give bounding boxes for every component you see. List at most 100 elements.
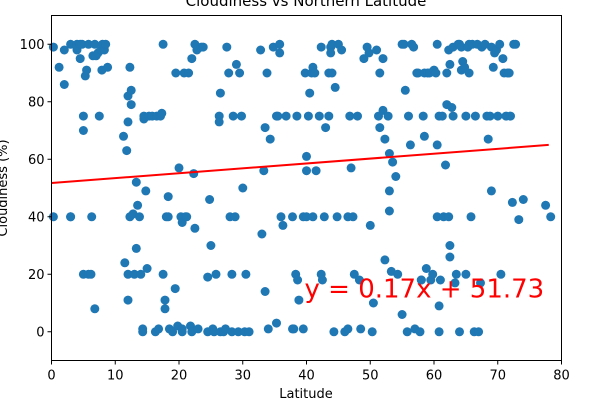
- data-point: [437, 111, 447, 121]
- data-point: [233, 327, 243, 337]
- data-point: [278, 220, 288, 230]
- data-point: [237, 111, 246, 121]
- x-tick-label: 70: [489, 369, 506, 384]
- data-point: [447, 103, 457, 112]
- data-point: [231, 59, 241, 69]
- data-point: [432, 212, 442, 222]
- data-point: [445, 59, 455, 69]
- data-point: [432, 140, 442, 150]
- data-point: [263, 324, 273, 334]
- data-point: [507, 197, 517, 207]
- data-point: [311, 166, 321, 176]
- data-point: [302, 151, 311, 161]
- data-point: [415, 327, 425, 337]
- data-point: [316, 42, 326, 52]
- data-point: [214, 117, 224, 127]
- data-point: [375, 123, 385, 133]
- data-point: [441, 160, 450, 170]
- data-point: [77, 39, 87, 49]
- data-point: [203, 272, 213, 282]
- data-point: [476, 278, 485, 288]
- regression-equation: y = 0.17x + 51.73: [305, 275, 545, 305]
- data-point: [90, 304, 100, 314]
- data-point: [317, 275, 327, 285]
- data-point: [434, 327, 444, 337]
- data-point: [206, 241, 216, 250]
- data-point: [326, 48, 336, 58]
- data-point: [135, 212, 144, 222]
- data-point: [138, 327, 148, 337]
- data-point: [131, 243, 141, 253]
- data-point: [393, 269, 403, 279]
- data-point: [302, 166, 311, 176]
- x-tick-label: 40: [298, 369, 315, 384]
- data-point: [428, 269, 438, 279]
- data-point: [327, 68, 337, 78]
- x-tick-label: 20: [171, 369, 188, 384]
- data-point: [123, 269, 133, 279]
- data-point: [292, 111, 302, 121]
- data-point: [281, 111, 291, 121]
- data-point: [136, 269, 146, 279]
- data-point: [451, 269, 461, 279]
- data-point: [103, 62, 113, 72]
- data-point: [444, 212, 454, 222]
- y-axis: 0 20 40 60 80 100: [20, 38, 52, 340]
- data-point: [84, 39, 93, 49]
- data-point: [123, 295, 133, 305]
- data-point: [262, 68, 272, 78]
- data-point: [126, 100, 136, 110]
- data-point: [142, 264, 152, 273]
- data-point: [343, 324, 353, 334]
- data-point: [289, 324, 299, 334]
- data-point: [302, 212, 311, 222]
- data-point: [119, 131, 128, 141]
- data-point: [319, 212, 329, 222]
- data-point: [275, 39, 285, 49]
- data-point: [66, 212, 76, 222]
- data-point: [190, 223, 200, 233]
- data-point: [388, 157, 398, 167]
- x-tick-label: 60: [426, 369, 443, 384]
- data-point: [346, 163, 356, 173]
- data-point: [324, 111, 334, 121]
- data-point: [160, 295, 170, 305]
- data-point: [421, 264, 431, 273]
- data-point: [399, 39, 409, 49]
- data-point: [345, 111, 355, 121]
- data-point: [305, 88, 315, 98]
- data-point: [211, 269, 221, 279]
- data-point: [235, 68, 245, 78]
- data-point: [54, 62, 64, 72]
- data-point: [272, 318, 281, 328]
- data-point: [184, 68, 194, 78]
- data-point: [409, 42, 419, 52]
- data-point: [372, 45, 382, 55]
- y-tick-label: 80: [28, 95, 45, 110]
- data-point: [300, 68, 310, 78]
- data-point: [170, 284, 180, 294]
- data-point: [78, 111, 88, 121]
- data-point: [445, 241, 455, 250]
- data-point: [400, 85, 410, 95]
- data-point: [238, 183, 248, 193]
- data-point: [461, 269, 471, 279]
- data-point: [442, 68, 452, 78]
- data-point: [244, 327, 254, 337]
- data-point: [273, 111, 283, 121]
- data-point: [383, 111, 393, 121]
- data-point: [288, 212, 297, 222]
- data-point: [485, 111, 495, 121]
- data-point: [227, 269, 237, 279]
- data-point: [222, 42, 232, 52]
- data-point: [391, 172, 401, 181]
- y-tick-label: 60: [28, 153, 45, 168]
- data-point: [380, 134, 390, 144]
- data-point: [310, 68, 320, 78]
- data-point: [125, 62, 135, 72]
- points-layer: [48, 39, 556, 337]
- data-point: [163, 192, 173, 202]
- data-point: [260, 287, 270, 296]
- data-point: [122, 146, 132, 156]
- x-tick-label: 30: [234, 369, 251, 384]
